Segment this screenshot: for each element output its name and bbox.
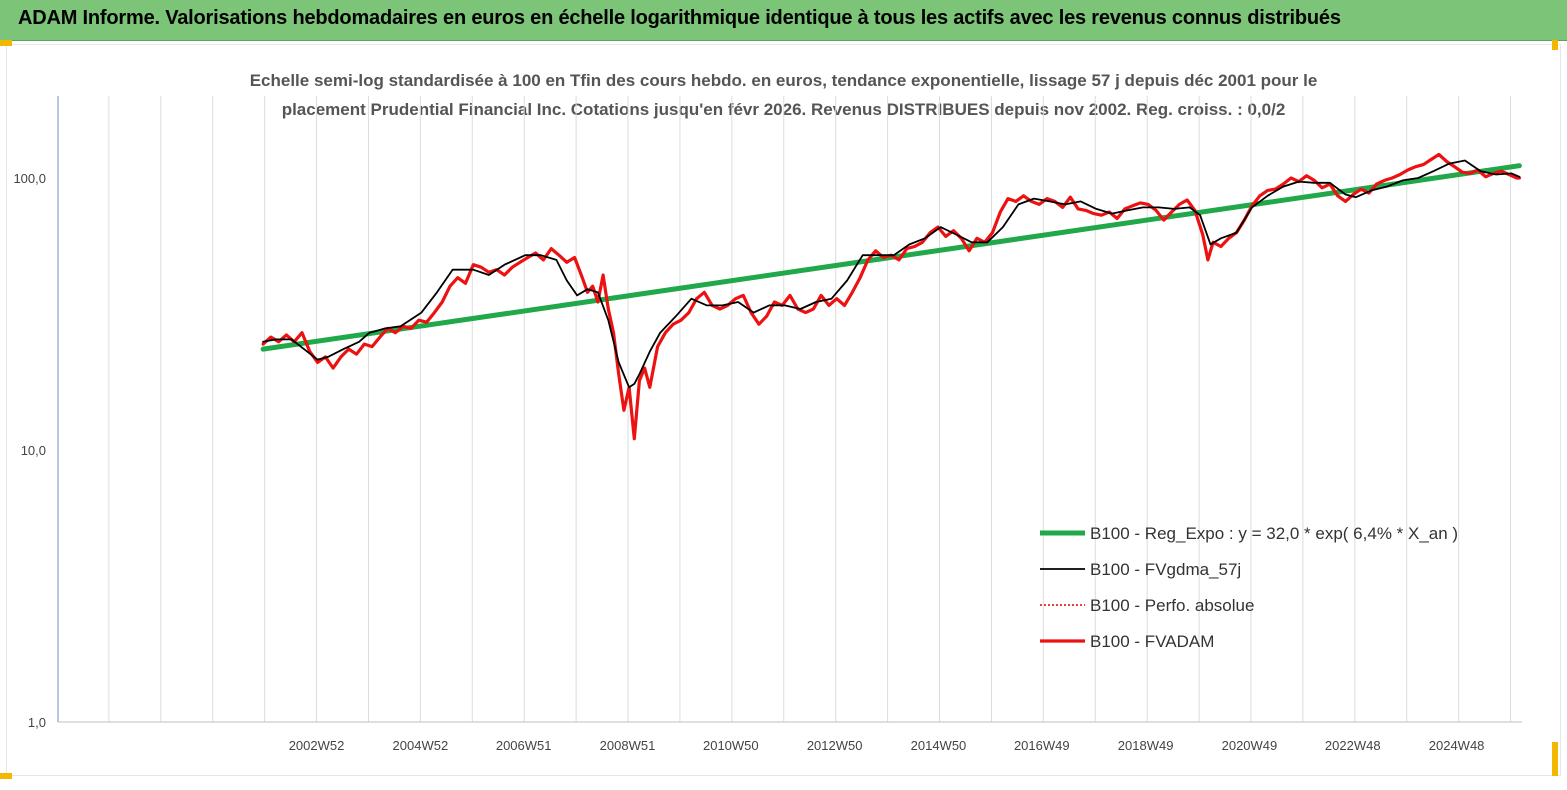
- legend-label: B100 - Reg_Expo : y = 32,0 * exp( 6,4% *…: [1090, 524, 1458, 543]
- series-fvgdma-line: [262, 159, 1521, 389]
- frame-corner-top-right: [1552, 40, 1558, 50]
- y-tick-label: 10,0: [21, 443, 46, 458]
- report-title: ADAM Informe. Valorisations hebdomadaire…: [18, 7, 1341, 29]
- x-tick-label: 2008W51: [600, 738, 656, 753]
- report-header: ADAM Informe. Valorisations hebdomadaire…: [0, 0, 1567, 41]
- x-tick-label: 2002W52: [289, 738, 345, 753]
- frame-corner-bottom-right: [1552, 742, 1558, 776]
- y-tick-label: 100,0: [13, 171, 46, 186]
- legend-label: B100 - Perfo. absolue: [1090, 596, 1254, 615]
- legend-label: B100 - FVgdma_57j: [1090, 560, 1241, 579]
- x-tick-label: 2014W50: [911, 738, 967, 753]
- frame-corner-top-left: [0, 40, 12, 46]
- x-tick-label: 2006W51: [496, 738, 552, 753]
- y-tick-label: 1,0: [28, 715, 46, 730]
- axes: [57, 96, 1522, 723]
- legend-label: B100 - FVADAM: [1090, 632, 1214, 651]
- x-tick-label: 2010W50: [703, 738, 759, 753]
- x-tick-label: 2012W50: [807, 738, 863, 753]
- x-tick-label: 2024W48: [1429, 738, 1485, 753]
- series-fvadam-line: [261, 152, 1521, 441]
- x-tick-label: 2016W49: [1014, 738, 1070, 753]
- chart-title-line-1: Echelle semi-log standardisée à 100 en T…: [249, 71, 1318, 90]
- x-tick-label: 2018W49: [1118, 738, 1174, 753]
- frame-corner-bottom-left: [0, 773, 12, 779]
- tick-labels: 1,0 10,0 100,0 2002W52 2004W52 2006W51 2008W51…: [13, 171, 1484, 753]
- series-reg-expo-line: [260, 163, 1522, 352]
- grid-lines: [108, 96, 1512, 722]
- x-tick-label: 2004W52: [393, 738, 449, 753]
- x-tick-label: 2022W48: [1325, 738, 1381, 753]
- x-tick-label: 2020W49: [1222, 738, 1278, 753]
- legend: B100 - Reg_Expo : y = 32,0 * exp( 6,4% *…: [1040, 524, 1458, 651]
- plot-area: [260, 152, 1522, 441]
